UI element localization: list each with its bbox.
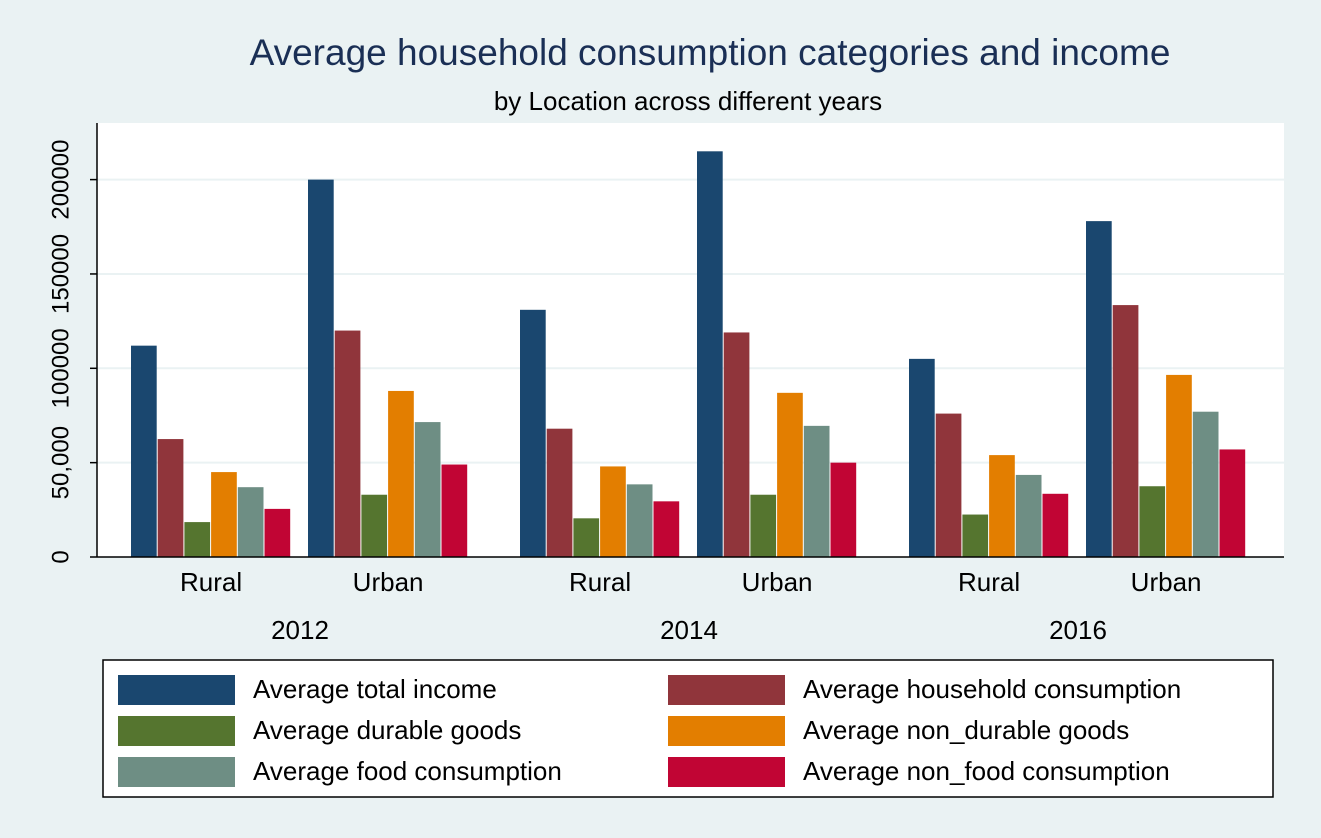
- bar: [264, 508, 291, 557]
- bar: [414, 422, 441, 557]
- legend-label: Average food consumption: [253, 756, 562, 786]
- bar: [1166, 374, 1192, 557]
- bar: [1192, 411, 1219, 557]
- x-tick-label: Urban: [1131, 567, 1202, 597]
- legend-swatch: [118, 757, 235, 787]
- legend-label: Average non_durable goods: [803, 715, 1129, 745]
- group-label: 2014: [660, 615, 718, 645]
- bar: [909, 358, 935, 557]
- bar: [697, 151, 723, 557]
- y-tick-label: 100000: [47, 328, 74, 408]
- legend-swatch: [118, 716, 235, 746]
- bar: [520, 309, 546, 557]
- bar: [573, 518, 600, 557]
- bar: [653, 501, 680, 557]
- x-tick-label: Rural: [180, 567, 242, 597]
- legend-label: Average household consumption: [803, 674, 1181, 704]
- bar: [962, 514, 989, 557]
- x-tick-label: Rural: [958, 567, 1020, 597]
- legend-swatch: [668, 716, 785, 746]
- y-tick-label: 200000: [47, 140, 74, 220]
- bar: [546, 428, 573, 557]
- bar: [131, 345, 157, 557]
- y-tick-label: 150000: [47, 234, 74, 314]
- bar: [237, 487, 264, 557]
- bar: [723, 332, 750, 557]
- legend-label: Average non_food consumption: [803, 756, 1170, 786]
- bar: [626, 484, 653, 557]
- bar: [184, 522, 211, 557]
- chart-subtitle: by Location across different years: [494, 86, 882, 116]
- x-tick-label: Rural: [569, 567, 631, 597]
- bar: [830, 462, 857, 557]
- bar: [803, 425, 830, 557]
- legend-swatch: [668, 675, 785, 705]
- legend-label: Average durable goods: [253, 715, 521, 745]
- bar: [388, 390, 414, 557]
- bar: [211, 472, 237, 557]
- bar: [935, 413, 962, 557]
- bar: [750, 494, 777, 557]
- legend-swatch: [118, 675, 235, 705]
- bar: [1139, 486, 1166, 557]
- bar: [361, 494, 388, 557]
- y-tick-label: 0: [47, 550, 74, 563]
- bar: [600, 466, 626, 557]
- bar: [157, 439, 184, 557]
- bar: [1086, 221, 1112, 557]
- bar: [1112, 305, 1139, 557]
- bar: [989, 455, 1015, 557]
- group-label: 2016: [1049, 615, 1107, 645]
- chart-title: Average household consumption categories…: [250, 32, 1171, 73]
- x-tick-label: Urban: [742, 567, 813, 597]
- bar: [441, 464, 468, 557]
- legend-swatch: [668, 757, 785, 787]
- bar: [334, 330, 361, 557]
- group-label: 2012: [271, 615, 329, 645]
- x-tick-label: Urban: [353, 567, 424, 597]
- y-tick-label: 50,000: [47, 426, 74, 499]
- bar: [1219, 449, 1246, 557]
- bar: [308, 179, 334, 557]
- bar: [1042, 493, 1069, 557]
- bar: [777, 392, 803, 557]
- legend-label: Average total income: [253, 674, 497, 704]
- bar: [1015, 474, 1042, 557]
